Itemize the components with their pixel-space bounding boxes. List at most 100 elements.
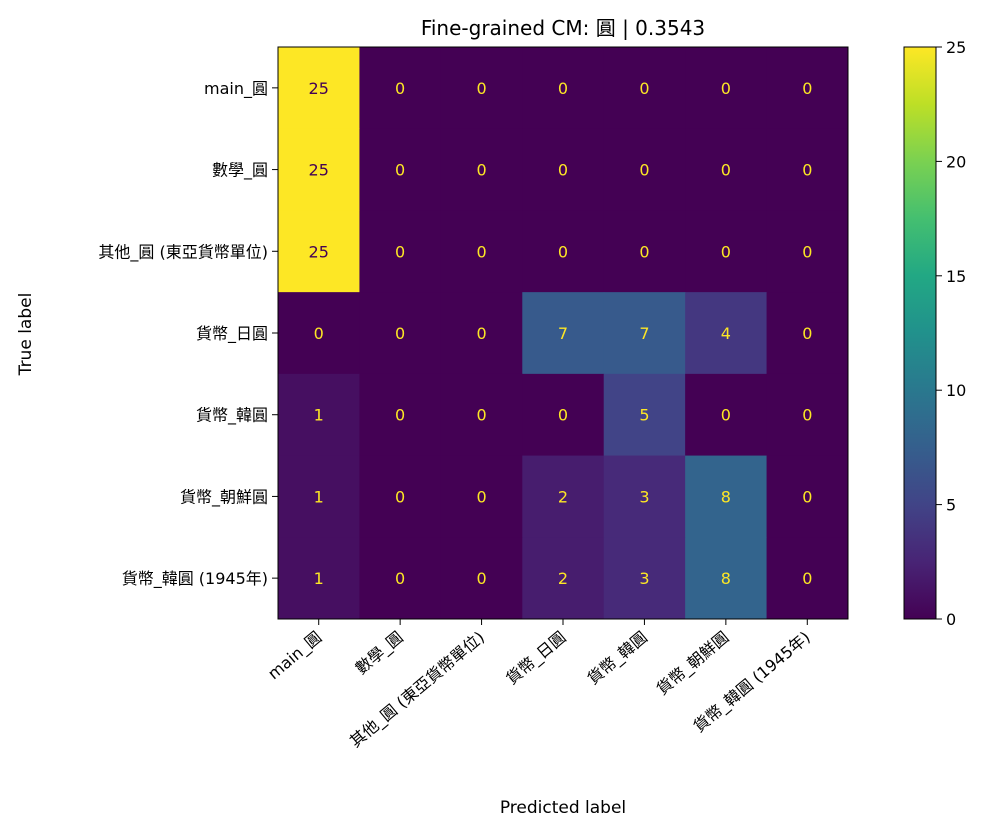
heatmap-cell — [766, 210, 849, 293]
y-tick-label: 貨幣_日圓 — [196, 324, 268, 344]
heatmap-cell — [603, 210, 686, 293]
cell-value-label: 25 — [309, 242, 329, 261]
x-tick-label: main_圓 — [264, 628, 326, 684]
cell-value-label: 1 — [314, 406, 324, 425]
x-tick-label: 數學_圓 — [352, 628, 408, 679]
heatmap-cell — [359, 210, 442, 293]
heatmap-cell — [766, 455, 849, 538]
heatmap-cell — [522, 455, 605, 538]
cell-value-label: 0 — [476, 487, 486, 506]
cell-value-label: 0 — [802, 79, 812, 98]
cell-value-label: 1 — [314, 569, 324, 588]
heatmap-cell — [440, 292, 523, 375]
cell-value-label: 0 — [802, 324, 812, 343]
heatmap-cell — [603, 128, 686, 211]
heatmap-cell — [278, 537, 360, 620]
cell-value-label: 0 — [721, 406, 731, 425]
heatmap-cell — [685, 373, 768, 457]
cell-value-label: 3 — [639, 569, 649, 588]
heatmap-cell — [440, 373, 523, 457]
heatmap-cell — [685, 455, 768, 538]
cell-value-label: 0 — [314, 324, 324, 343]
y-tick-label: 貨幣_韓圓 — [196, 406, 268, 426]
cell-value-label: 3 — [639, 487, 649, 506]
cell-value-label: 0 — [558, 242, 568, 261]
colorbar — [903, 46, 937, 620]
cell-value-label: 0 — [558, 79, 568, 98]
cell-value-label: 0 — [639, 242, 649, 261]
cell-value-label: 0 — [476, 324, 486, 343]
heatmap-cell — [440, 47, 523, 130]
cell-value-label: 0 — [395, 324, 405, 343]
colorbar-tick-label: 5 — [946, 496, 956, 515]
cell-value-label: 0 — [802, 569, 812, 588]
cell-value-label: 8 — [721, 569, 731, 588]
cell-value-label: 0 — [721, 242, 731, 261]
heatmap-cell — [522, 537, 605, 620]
x-axis-label: Predicted label — [500, 798, 626, 818]
row-tick-labels: main_圓數學_圓其他_圓 (東亞貨幣單位) 貨幣_日圓貨幣_韓圓貨幣_朝鮮圓貨… — [98, 79, 278, 589]
heatmap-cell — [278, 128, 360, 211]
heatmap-cell — [603, 373, 686, 457]
heatmap-cell — [359, 128, 442, 211]
cell-value-label: 0 — [802, 242, 812, 261]
heatmap-cell — [685, 292, 768, 375]
cell-value-label: 7 — [558, 324, 568, 343]
heatmap-cell — [522, 128, 605, 211]
heatmap-cell — [766, 537, 849, 620]
x-tick-label: 貨幣_日圓 — [502, 628, 570, 690]
cell-value-label: 0 — [721, 161, 731, 180]
heatmap-cell — [278, 292, 360, 375]
cell-value-label: 0 — [802, 161, 812, 180]
heatmap-cell — [603, 292, 686, 375]
heatmap-cell — [685, 210, 768, 293]
heatmap-cell — [766, 128, 849, 211]
y-tick-label: 其他_圓 (東亞貨幣單位) — [98, 242, 268, 262]
cell-value-label: 5 — [639, 406, 649, 425]
cell-value-label: 0 — [476, 406, 486, 425]
cell-value-label: 25 — [309, 161, 329, 180]
cell-value-label: 0 — [721, 79, 731, 98]
y-tick-label: 貨幣_朝鮮圓 — [180, 487, 268, 507]
heatmap-cells: 25 0 0 0 0 0 0 25 0 0 0 0 0 0 25 0 0 0 0 0 0 0 0 0 7 7 4 0 1 0 0 0 5 0 0 1 0… — [278, 47, 849, 620]
cell-value-label: 0 — [395, 487, 405, 506]
cell-value-label: 0 — [395, 569, 405, 588]
heatmap-cell — [440, 210, 523, 293]
heatmap-cell — [359, 373, 442, 457]
cell-value-label: 0 — [476, 79, 486, 98]
cell-value-label: 0 — [476, 242, 486, 261]
cell-value-label: 0 — [395, 406, 405, 425]
colorbar-ticks: 0 5 10 15 20 25 — [936, 38, 966, 629]
cell-value-label: 1 — [314, 487, 324, 506]
heatmap-cell — [522, 210, 605, 293]
cell-value-label: 0 — [639, 79, 649, 98]
heatmap-cell — [278, 455, 360, 538]
cell-value-label: 0 — [476, 569, 486, 588]
x-tick-label: 貨幣_韓圓 — [584, 628, 652, 690]
cell-value-label: 0 — [558, 161, 568, 180]
heatmap-cell — [603, 537, 686, 620]
x-tick-label: 其他_圓 (東亞貨幣單位) — [346, 628, 489, 752]
heatmap-cell — [522, 373, 605, 457]
cell-value-label: 0 — [395, 79, 405, 98]
cell-value-label: 0 — [802, 406, 812, 425]
cell-value-label: 0 — [558, 406, 568, 425]
column-tick-labels: main_圓 數學_圓其他_圓 (東亞貨幣單位) 貨幣_日圓 貨幣_韓圓 貨幣_朝鮮圓貨… — [264, 619, 814, 752]
heatmap-cell — [685, 537, 768, 620]
colorbar-tick-label: 15 — [946, 267, 966, 286]
heatmap-cell — [766, 292, 849, 375]
heatmap-cell — [440, 537, 523, 620]
heatmap-cell — [440, 128, 523, 211]
heatmap-cell — [440, 455, 523, 538]
y-tick-label: 貨幣_韓圓 (1945年) — [122, 569, 268, 589]
colorbar-tick-label: 10 — [946, 381, 966, 400]
heatmap-cell — [603, 47, 686, 130]
heatmap-cell — [603, 455, 686, 538]
y-axis-label: True label — [16, 293, 36, 377]
colorbar-tick-label: 0 — [946, 610, 956, 629]
heatmap-cell — [278, 47, 360, 130]
colorbar-tick-label: 25 — [946, 38, 966, 57]
cell-value-label: 25 — [309, 79, 329, 98]
heatmap-cell — [685, 128, 768, 211]
